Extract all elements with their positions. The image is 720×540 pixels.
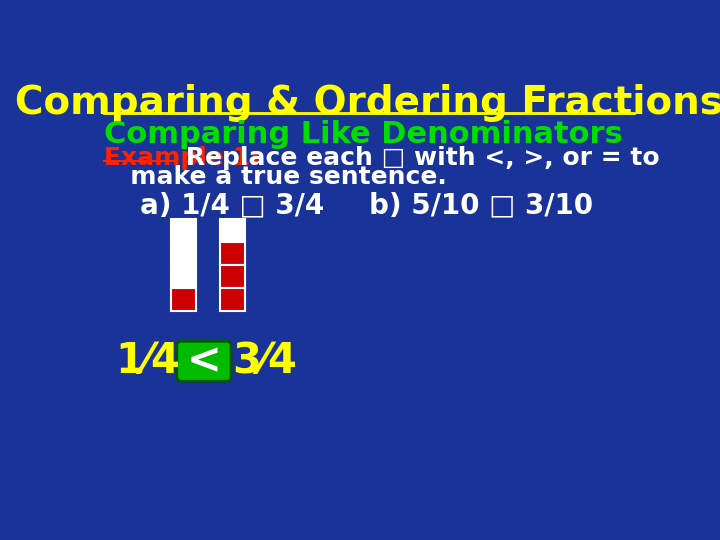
Bar xyxy=(171,219,196,242)
Text: Comparing Like Denominators: Comparing Like Denominators xyxy=(104,120,623,149)
Text: Example 1:: Example 1: xyxy=(104,146,260,170)
Text: <: < xyxy=(186,340,221,382)
Text: Comparing & Ordering Fractions: Comparing & Ordering Fractions xyxy=(15,84,720,122)
Bar xyxy=(220,219,245,242)
Bar xyxy=(220,265,245,288)
Bar xyxy=(220,288,245,311)
Bar xyxy=(171,265,196,288)
FancyBboxPatch shape xyxy=(177,341,231,381)
Text: a) 1/4 □ 3/4: a) 1/4 □ 3/4 xyxy=(140,192,325,220)
Text: b) 5/10 □ 3/10: b) 5/10 □ 3/10 xyxy=(369,192,593,220)
Text: 3⁄4: 3⁄4 xyxy=(232,340,297,382)
Text: Replace each □ with <, >, or = to: Replace each □ with <, >, or = to xyxy=(177,146,660,170)
Text: 1⁄4: 1⁄4 xyxy=(116,340,181,382)
Bar xyxy=(171,288,196,311)
Text: make a true sentence.: make a true sentence. xyxy=(104,165,446,189)
Bar xyxy=(171,242,196,265)
Bar xyxy=(220,242,245,265)
